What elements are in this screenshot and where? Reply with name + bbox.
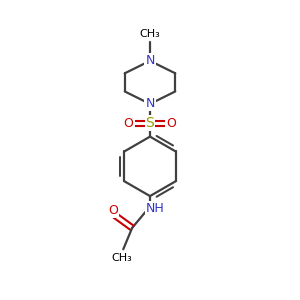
Text: N: N bbox=[145, 98, 155, 110]
Text: CH₃: CH₃ bbox=[111, 253, 132, 262]
Text: CH₃: CH₃ bbox=[140, 29, 160, 39]
Text: N: N bbox=[145, 54, 155, 67]
Text: O: O bbox=[124, 117, 134, 130]
Text: O: O bbox=[109, 204, 118, 218]
Text: O: O bbox=[167, 117, 176, 130]
Text: S: S bbox=[146, 116, 154, 130]
Text: NH: NH bbox=[146, 202, 165, 215]
